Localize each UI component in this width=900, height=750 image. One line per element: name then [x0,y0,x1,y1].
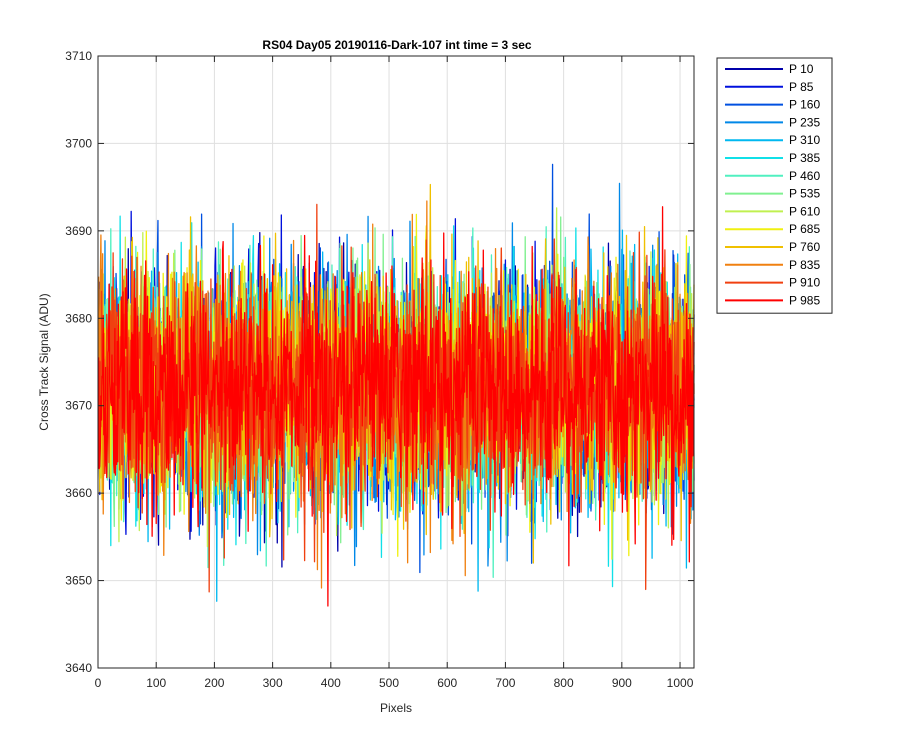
x-tick-label: 800 [554,676,574,690]
legend-label-p-235: P 235 [789,115,820,129]
legend-label-p-460: P 460 [789,169,820,183]
y-tick-label: 3710 [65,49,92,63]
legend-label-p-685: P 685 [789,222,820,236]
legend-label-p-535: P 535 [789,187,820,201]
x-tick-label: 500 [379,676,399,690]
legend-label-p-910: P 910 [789,276,820,290]
x-tick-label: 700 [495,676,515,690]
series-line-p-910 [97,203,695,593]
x-tick-label: 600 [437,676,457,690]
legend-label-p-85: P 85 [789,80,814,94]
legend-box [716,57,833,314]
y-tick-label: 3700 [65,136,92,150]
y-tick-label: 3650 [65,574,92,588]
y-axis-label: Cross Track Signal (ADU) [37,293,51,430]
y-tick-label: 3640 [65,661,92,675]
x-tick-label: 300 [263,676,283,690]
x-tick-label: 900 [612,676,632,690]
x-tick-label: 200 [204,676,224,690]
legend-label-p-385: P 385 [789,151,820,165]
legend-label-p-10: P 10 [789,62,814,76]
series-line-p-985 [97,206,695,607]
x-axis-label: Pixels [380,701,412,715]
axis-ticks: 0 100 200 300 400 500 600 700 800 900 1000 3640 3650… [65,49,694,690]
legend-label-p-610: P 610 [789,204,820,218]
x-tick-label: 400 [321,676,341,690]
y-tick-label: 3670 [65,399,92,413]
legend-label-p-985: P 985 [789,293,820,307]
legend-label-p-835: P 835 [789,258,820,272]
y-tick-label: 3680 [65,311,92,325]
x-tick-label: 1000 [667,676,694,690]
x-tick-label: 100 [146,676,166,690]
y-tick-label: 3660 [65,486,92,500]
x-tick-label: 0 [95,676,102,690]
legend: P 10 P 85 P 160 P 235 P 310 P 385 P 460 P 535 P … [716,57,833,314]
y-tick-label: 3690 [65,224,92,238]
plot-frame [97,55,695,669]
legend-label-p-760: P 760 [789,240,820,254]
chart-title: RS04 Day05 20190116-Dark-107 int time = … [262,38,532,52]
series-lines [97,163,695,607]
legend-label-p-310: P 310 [789,133,820,147]
legend-label-p-160: P 160 [789,98,820,112]
